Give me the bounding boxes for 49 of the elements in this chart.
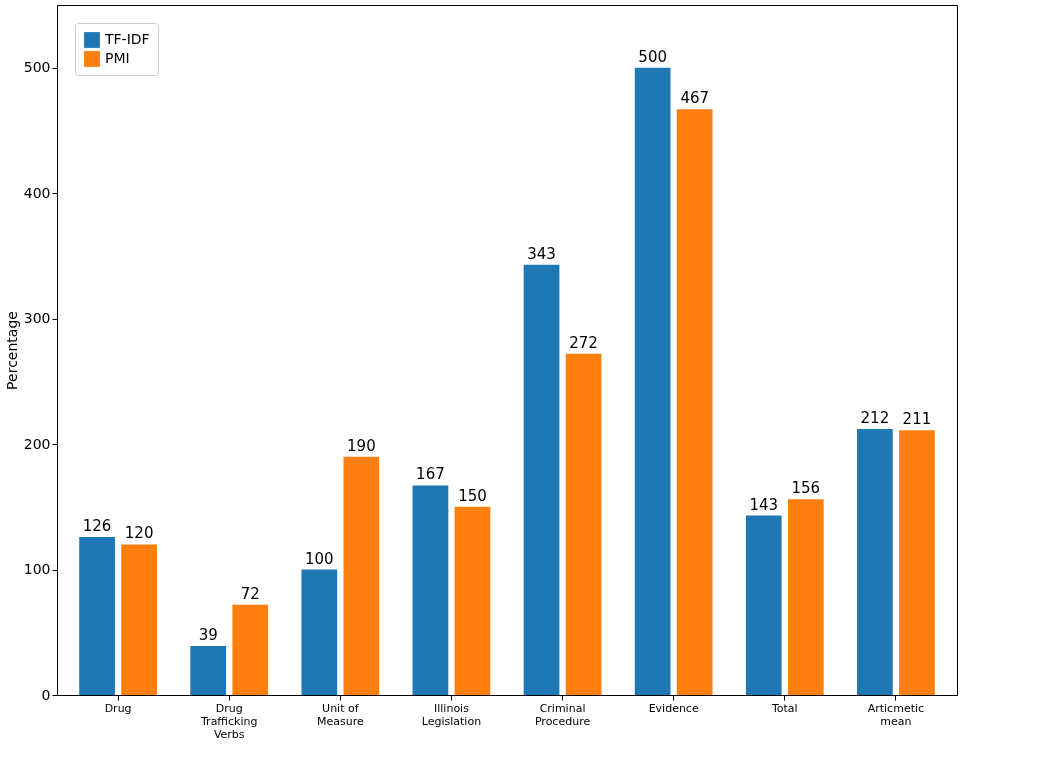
bar bbox=[412, 485, 449, 695]
bar bbox=[787, 499, 824, 695]
bar bbox=[634, 67, 671, 695]
x-tick-label: Total bbox=[770, 701, 798, 715]
data-label: 212 bbox=[860, 409, 890, 428]
data-label: 120 bbox=[124, 524, 154, 543]
bar bbox=[232, 604, 269, 695]
data-label: 467 bbox=[680, 89, 710, 108]
bar bbox=[899, 430, 935, 695]
bar bbox=[523, 264, 560, 695]
bar bbox=[343, 456, 380, 695]
x-tick-label: Evidence bbox=[648, 701, 699, 715]
x-tick-label: Illinois Legislation bbox=[421, 701, 482, 728]
data-label: 143 bbox=[749, 495, 779, 514]
data-label: 211 bbox=[902, 410, 932, 429]
data-label: 100 bbox=[304, 549, 334, 568]
y-tick-label: 400 bbox=[23, 184, 51, 201]
legend-label: PMI bbox=[105, 50, 130, 66]
data-label: 39 bbox=[198, 626, 218, 645]
y-axis-title: Percentage bbox=[3, 311, 20, 390]
bar bbox=[190, 646, 227, 695]
x-tick-label: Drug bbox=[104, 701, 132, 715]
x-tick-label: Drug Trafficking Verbs bbox=[200, 701, 258, 741]
bar bbox=[565, 353, 602, 695]
x-tick-label: Unit of Measure bbox=[316, 701, 364, 728]
bar bbox=[454, 506, 491, 695]
data-label: 500 bbox=[638, 47, 667, 66]
data-label: 150 bbox=[458, 486, 487, 505]
bar bbox=[857, 429, 893, 695]
y-tick-label: 100 bbox=[23, 561, 51, 578]
data-label: 190 bbox=[347, 436, 376, 455]
bar bbox=[79, 536, 115, 695]
data-label: 272 bbox=[569, 333, 598, 352]
y-tick-label: 500 bbox=[23, 59, 51, 76]
bar bbox=[301, 569, 338, 695]
legend-label: TF-IDF bbox=[104, 31, 150, 47]
x-tick-label: Articmetic mean bbox=[867, 701, 925, 728]
data-label: 72 bbox=[240, 584, 260, 603]
bar bbox=[745, 515, 782, 695]
y-tick-label: 300 bbox=[23, 310, 51, 327]
data-label: 156 bbox=[791, 479, 821, 498]
bar bbox=[676, 109, 713, 695]
x-tick-label: Criminal Procedure bbox=[534, 701, 591, 728]
y-tick-label: 200 bbox=[23, 435, 51, 452]
bar bbox=[121, 544, 157, 695]
data-label: 167 bbox=[416, 465, 445, 484]
data-label: 126 bbox=[82, 516, 112, 535]
y-tick-label: 0 bbox=[41, 686, 51, 703]
data-label: 343 bbox=[527, 244, 556, 263]
